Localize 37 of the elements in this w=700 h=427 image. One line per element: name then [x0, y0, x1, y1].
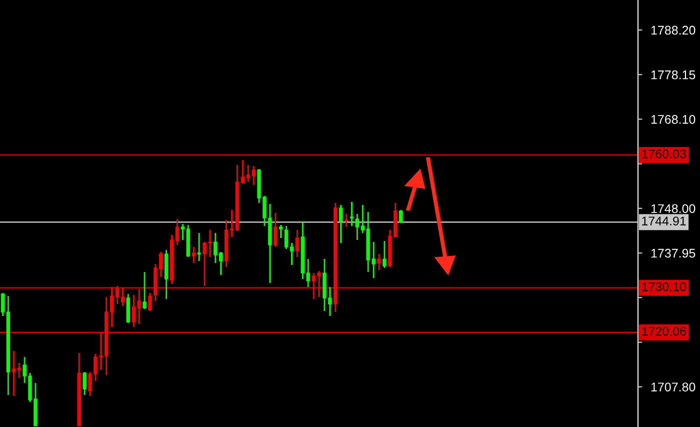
- candlestick: [344, 213, 348, 228]
- candlestick: [148, 292, 152, 312]
- ref-line-label: 1760.03: [642, 150, 686, 158]
- candlestick: [197, 232, 201, 262]
- candlestick: [355, 213, 360, 241]
- candlestick: [350, 201, 354, 227]
- candlestick: [142, 271, 146, 310]
- candlestick: [398, 209, 403, 224]
- y-tick-label: 1707.80: [651, 382, 696, 392]
- candlestick: [377, 253, 381, 271]
- candlestick: [218, 251, 223, 276]
- ref-line-label: 1730.10: [642, 282, 686, 292]
- candlestick: [82, 371, 86, 396]
- y-tick-label: 1768.10: [651, 115, 696, 124]
- candlestick: [274, 212, 278, 248]
- ref-line-label: 1744.91: [642, 216, 686, 226]
- candlestick: [382, 240, 386, 269]
- candlestick: [115, 285, 120, 305]
- y-tick-label: 1748.00: [651, 204, 696, 214]
- candlestick: [120, 287, 125, 307]
- candlestick: [180, 223, 185, 241]
- candlestick: [290, 242, 294, 266]
- y-tick-label: 1788.20: [651, 26, 696, 35]
- candlestick: [0, 292, 5, 317]
- candlestick: [230, 209, 234, 238]
- candlestick: [284, 225, 288, 250]
- candlestick: [278, 224, 283, 239]
- candlestick: [295, 229, 300, 258]
- candlestick: [192, 246, 196, 264]
- candlestick: [175, 218, 180, 246]
- candlestick: [110, 286, 114, 328]
- candlestick: [240, 159, 245, 184]
- candlestick: [338, 204, 343, 244]
- candlestick: [214, 232, 218, 264]
- y-tick-label: 1778.15: [651, 70, 696, 80]
- ref-line-label: 1720.06: [642, 326, 686, 336]
- y-tick-label: 1737.95: [651, 248, 696, 258]
